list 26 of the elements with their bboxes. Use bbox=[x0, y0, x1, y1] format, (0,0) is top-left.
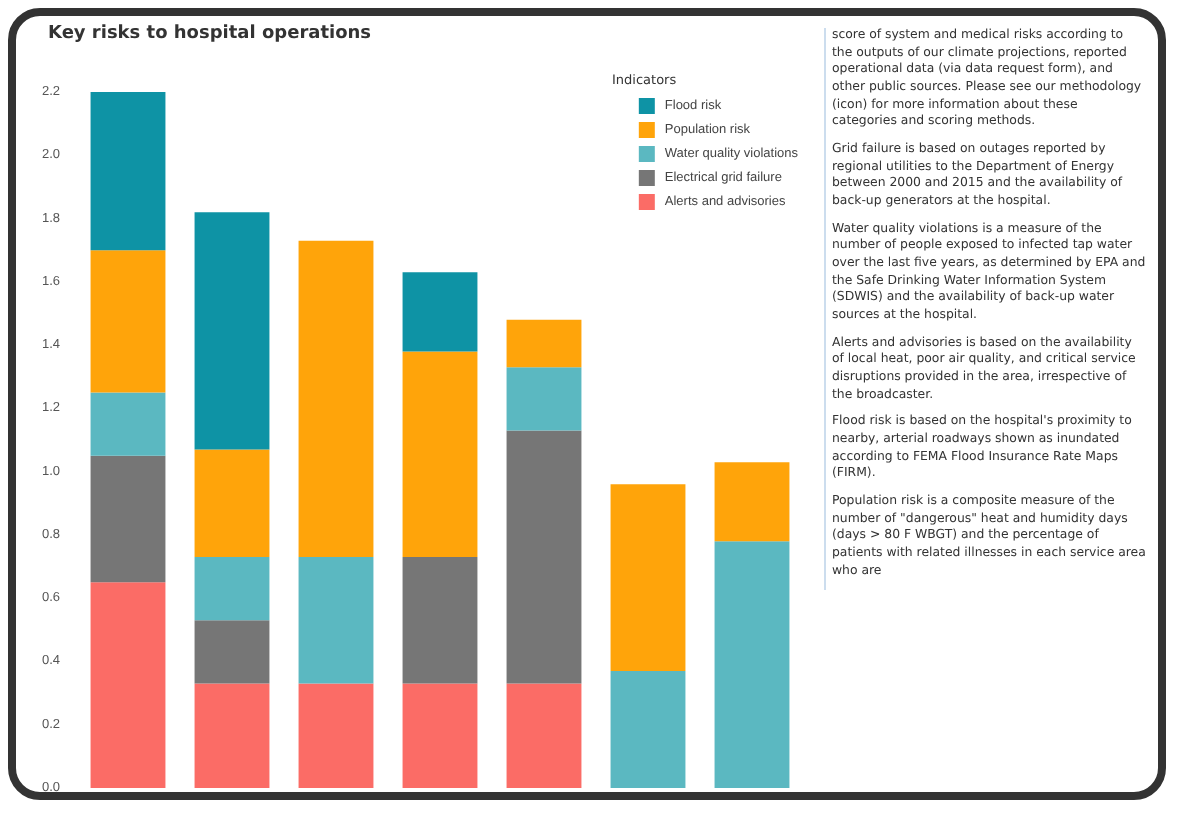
bar bbox=[298, 683, 374, 788]
bar bbox=[194, 449, 270, 558]
chart-title: Key risks to hospital operations bbox=[48, 24, 372, 44]
bar bbox=[90, 250, 166, 393]
bar bbox=[298, 557, 374, 684]
bar bbox=[714, 541, 790, 788]
bar bbox=[194, 683, 270, 788]
bar bbox=[194, 212, 270, 450]
bar bbox=[402, 683, 478, 788]
bar bbox=[194, 620, 270, 684]
bar bbox=[506, 319, 582, 368]
bar bbox=[90, 92, 166, 251]
bar bbox=[506, 367, 582, 431]
bar bbox=[714, 462, 790, 542]
bar bbox=[90, 455, 166, 583]
bar bbox=[402, 272, 478, 352]
bar bbox=[194, 557, 270, 621]
bar bbox=[402, 557, 478, 684]
bar bbox=[90, 582, 166, 788]
bar bbox=[506, 683, 582, 788]
bar bbox=[610, 670, 686, 788]
bar bbox=[90, 392, 166, 456]
bar bbox=[298, 240, 374, 558]
bar bbox=[506, 430, 582, 684]
bar bbox=[402, 351, 478, 558]
bar bbox=[610, 484, 686, 671]
